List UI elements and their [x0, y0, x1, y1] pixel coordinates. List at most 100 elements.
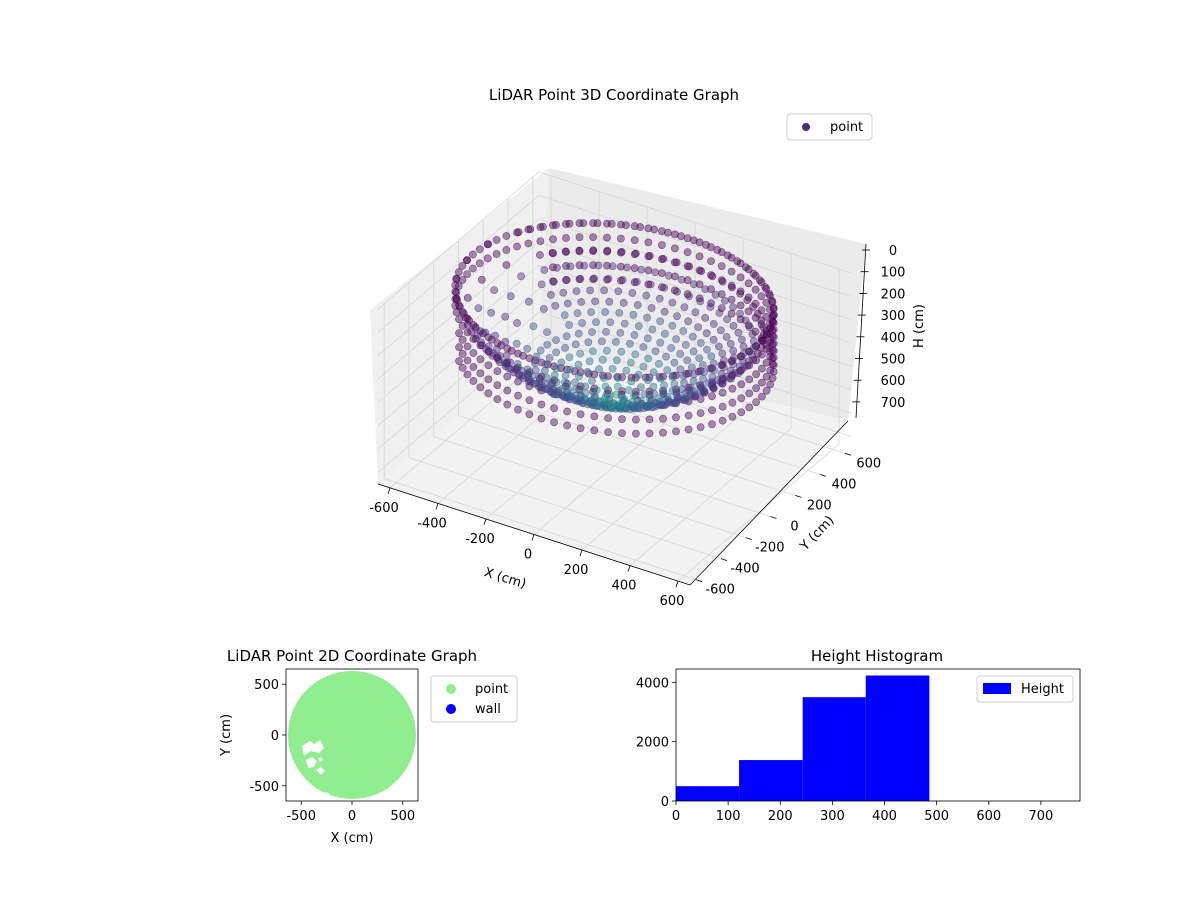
point-marker	[660, 307, 669, 316]
x-tick-label-3d: 0	[524, 548, 532, 563]
point-marker	[581, 382, 590, 391]
legend-hist-frame	[976, 675, 1074, 703]
y-axis-label-3d: Y (cm)	[797, 513, 838, 554]
point-marker	[677, 232, 685, 241]
point-marker	[537, 400, 546, 409]
point-marker	[587, 308, 595, 316]
point-marker	[757, 292, 766, 301]
point-marker	[668, 373, 677, 381]
point-marker	[576, 410, 585, 419]
point-marker	[762, 298, 771, 307]
z-tick-label-3d: 100	[881, 266, 906, 281]
point-marker	[543, 328, 551, 336]
point-marker	[529, 322, 538, 331]
point-marker	[463, 342, 472, 351]
point-marker	[740, 349, 748, 358]
point-marker	[644, 376, 652, 385]
point-marker	[603, 261, 611, 270]
hist-title: Height Histogram	[811, 647, 943, 665]
point-marker	[707, 285, 715, 293]
point-marker	[751, 285, 760, 294]
legend-2d-wall-marker	[446, 704, 456, 714]
point-marker	[718, 349, 727, 358]
point-marker	[658, 255, 666, 263]
point-marker	[603, 233, 611, 242]
point-marker	[708, 406, 716, 415]
gap-region	[302, 740, 324, 756]
point-marker	[476, 327, 485, 336]
point-marker	[461, 314, 470, 322]
point-marker	[696, 339, 705, 347]
point-marker	[686, 383, 695, 392]
point-marker	[628, 289, 637, 297]
point-marker	[469, 349, 478, 357]
point-marker	[563, 407, 571, 416]
point-marker	[717, 248, 726, 256]
x-tick-label-hist: 200	[768, 809, 793, 824]
point-marker	[668, 386, 677, 395]
point-marker	[683, 262, 692, 271]
point-marker	[695, 252, 704, 261]
point-marker	[614, 287, 623, 296]
point-marker	[658, 283, 666, 291]
point-marker	[737, 366, 746, 375]
point-marker	[477, 275, 486, 284]
point-marker	[744, 265, 753, 274]
point-marker	[536, 251, 544, 259]
point-marker	[595, 365, 603, 374]
point-marker	[540, 366, 549, 375]
y-tick-label-3d: 0	[790, 520, 798, 535]
point-marker	[549, 263, 557, 272]
point-marker	[646, 280, 655, 289]
point-marker	[708, 372, 717, 381]
grid-line	[377, 334, 852, 473]
point-marker	[632, 277, 641, 286]
point-marker	[643, 334, 652, 343]
point-marker	[742, 263, 750, 272]
point-marker	[575, 247, 584, 256]
point-marker	[535, 378, 543, 387]
points-3d	[451, 219, 778, 438]
point-marker	[496, 352, 504, 360]
point-marker	[648, 325, 657, 334]
x-tick-mark-3d	[627, 565, 631, 572]
point-marker	[493, 381, 502, 389]
y-axis-label-2d: Y (cm)	[219, 714, 234, 757]
point-marker	[768, 374, 777, 382]
point-marker	[608, 364, 617, 373]
point-marker	[651, 347, 660, 356]
hist-bar	[739, 760, 803, 801]
point-marker	[536, 346, 545, 355]
point-marker	[656, 317, 665, 326]
legend-2d-point-marker	[446, 684, 456, 694]
y-tick-label-2d: 0	[271, 729, 279, 744]
point-marker	[463, 370, 472, 379]
point-marker	[484, 389, 493, 398]
point-marker	[768, 340, 777, 349]
legend-hist-label: Height	[1021, 682, 1064, 697]
point-marker	[515, 371, 524, 380]
x-tick-label-3d: -200	[465, 532, 495, 547]
point-marker	[654, 394, 663, 403]
point-marker	[650, 389, 658, 398]
legend-hist: Height	[976, 675, 1074, 703]
point-marker	[684, 425, 693, 434]
point-marker	[602, 327, 610, 336]
y-tick-mark-3d	[720, 558, 728, 562]
point-marker	[541, 360, 550, 369]
point-marker	[557, 358, 566, 367]
point-marker	[671, 258, 679, 267]
point-marker	[688, 363, 696, 372]
point-marker	[679, 327, 688, 335]
point-marker	[552, 220, 560, 229]
point-marker	[458, 276, 467, 284]
y-tick-mark-3d	[819, 473, 827, 477]
grid-3d	[377, 171, 852, 582]
point-marker	[563, 421, 571, 430]
point-marker	[733, 257, 742, 266]
point-marker	[604, 428, 612, 436]
point-marker	[667, 344, 675, 352]
point-marker	[612, 390, 620, 399]
point-marker	[525, 297, 533, 306]
x-tick-label-2d: -500	[286, 809, 316, 824]
